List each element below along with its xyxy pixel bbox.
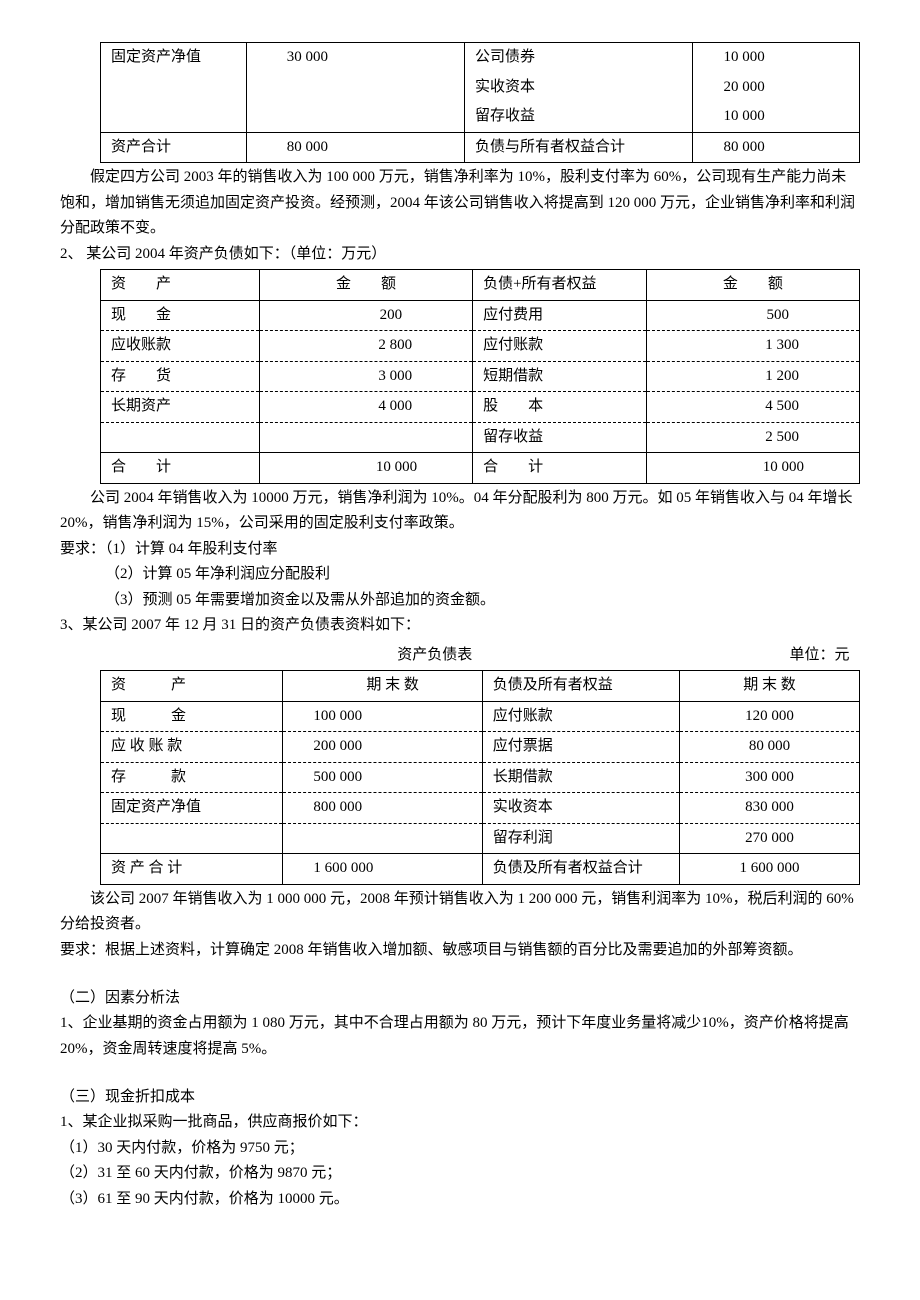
cell: 80 000 — [680, 732, 860, 763]
question-3-title: 3、某公司 2007 年 12 月 31 日的资产负债表资料如下： — [60, 613, 860, 639]
cell: 4 500 — [646, 392, 859, 423]
cell: 500 — [646, 300, 859, 331]
balance-sheet-table-3: 资产负债表 单位：元 资 产 期 末 数 负债及所有者权益 期 末 数 现 金 … — [100, 641, 860, 885]
balance-sheet-table-2: 资 产 金 额 负债+所有者权益 金 额 现 金 200 应付费用 500 应收… — [100, 269, 860, 484]
cell — [246, 102, 464, 132]
question-2-title: 2、 某公司 2004 年资产负债如下：（单位：万元） — [60, 242, 860, 268]
cell: 合 计 — [101, 453, 260, 484]
cell: 负债与所有者权益合计 — [464, 132, 693, 163]
cell: 300 000 — [680, 762, 860, 793]
balance-sheet-table-1: 固定资产净值 30 000 公司债券 10 000 实收资本 20 000 留存… — [100, 42, 860, 163]
paragraph-3: 该公司 2007 年销售收入为 1 000 000 元，2008 年预计销售收入… — [60, 887, 860, 938]
table-title: 资产负债表 — [283, 641, 482, 671]
cell: 资 产 合 计 — [101, 854, 283, 885]
cell: 3 000 — [259, 361, 472, 392]
req-2-1: 要求：（1）计算 04 年股利支付率 — [60, 537, 860, 563]
cell: 10 000 — [259, 453, 472, 484]
cell: 公司债券 — [464, 43, 693, 73]
cell: 应付费用 — [473, 300, 647, 331]
section-2-title: （二）因素分析法 — [60, 986, 860, 1012]
cell: 1 600 000 — [680, 854, 860, 885]
cell: 现 金 — [101, 300, 260, 331]
cell — [283, 823, 482, 854]
cell — [259, 422, 472, 453]
section-3-q1-2: （2）31 至 60 天内付款，价格为 9870 元； — [60, 1161, 860, 1187]
section-2-q1: 1、企业基期的资金占用额为 1 080 万元，其中不合理占用额为 80 万元，预… — [60, 1011, 860, 1062]
cell: 20 000 — [693, 73, 860, 103]
section-3-q1-3: （3）61 至 90 天内付款，价格为 10000 元。 — [60, 1187, 860, 1213]
cell: 长期资产 — [101, 392, 260, 423]
cell: 实收资本 — [464, 73, 693, 103]
cell: 4 000 — [259, 392, 472, 423]
cell: 2 500 — [646, 422, 859, 453]
cell: 存 款 — [101, 762, 283, 793]
cell: 应收账款 — [101, 331, 260, 362]
req-3: 要求：根据上述资料，计算确定 2008 年销售收入增加额、敏感项目与销售额的百分… — [60, 938, 860, 964]
cell: 存 货 — [101, 361, 260, 392]
section-3-q1: 1、某企业拟采购一批商品，供应商报价如下： — [60, 1110, 860, 1136]
cell — [101, 73, 247, 103]
cell: 1 600 000 — [283, 854, 482, 885]
cell — [101, 422, 260, 453]
cell: 应付账款 — [482, 701, 679, 732]
header-cell: 负债+所有者权益 — [473, 270, 647, 301]
cell: 2 800 — [259, 331, 472, 362]
cell: 负债及所有者权益合计 — [482, 854, 679, 885]
cell: 固定资产净值 — [101, 43, 247, 73]
cell: 830 000 — [680, 793, 860, 824]
cell: 120 000 — [680, 701, 860, 732]
header-cell: 期 末 数 — [680, 671, 860, 702]
cell: 短期借款 — [473, 361, 647, 392]
header-cell: 负债及所有者权益 — [482, 671, 679, 702]
cell: 应付票据 — [482, 732, 679, 763]
section-3-q1-1: （1）30 天内付款，价格为 9750 元； — [60, 1136, 860, 1162]
cell: 1 300 — [646, 331, 859, 362]
cell: 270 000 — [680, 823, 860, 854]
cell: 80 000 — [246, 132, 464, 163]
cell: 应 收 账 款 — [101, 732, 283, 763]
cell: 10 000 — [693, 102, 860, 132]
cell: 200 — [259, 300, 472, 331]
cell: 资产合计 — [101, 132, 247, 163]
cell — [101, 823, 283, 854]
cell: 实收资本 — [482, 793, 679, 824]
header-cell: 资 产 — [101, 270, 260, 301]
header-cell: 金 额 — [259, 270, 472, 301]
cell: 留存收益 — [464, 102, 693, 132]
header-cell: 资 产 — [101, 671, 283, 702]
cell: 现 金 — [101, 701, 283, 732]
cell: 合 计 — [473, 453, 647, 484]
cell: 固定资产净值 — [101, 793, 283, 824]
paragraph-1: 假定四方公司 2003 年的销售收入为 100 000 万元，销售净利率为 10… — [60, 165, 860, 242]
section-3-title: （三）现金折扣成本 — [60, 1085, 860, 1111]
cell: 800 000 — [283, 793, 482, 824]
req-2-3: （3）预测 05 年需要增加资金以及需从外部追加的资金额。 — [105, 588, 860, 614]
cell: 10 000 — [646, 453, 859, 484]
cell: 留存利润 — [482, 823, 679, 854]
table-unit: 单位：元 — [680, 641, 860, 671]
cell: 长期借款 — [482, 762, 679, 793]
cell: 200 000 — [283, 732, 482, 763]
cell: 10 000 — [693, 43, 860, 73]
cell — [246, 73, 464, 103]
cell: 留存收益 — [473, 422, 647, 453]
cell: 应付账款 — [473, 331, 647, 362]
paragraph-2: 公司 2004 年销售收入为 10000 万元，销售净利润为 10%。04 年分… — [60, 486, 860, 537]
cell: 30 000 — [246, 43, 464, 73]
cell: 80 000 — [693, 132, 860, 163]
req-2-2: （2）计算 05 年净利润应分配股利 — [105, 562, 860, 588]
cell: 1 200 — [646, 361, 859, 392]
header-cell: 期 末 数 — [283, 671, 482, 702]
cell: 100 000 — [283, 701, 482, 732]
cell: 500 000 — [283, 762, 482, 793]
cell: 股 本 — [473, 392, 647, 423]
cell — [101, 102, 247, 132]
header-cell: 金 额 — [646, 270, 859, 301]
